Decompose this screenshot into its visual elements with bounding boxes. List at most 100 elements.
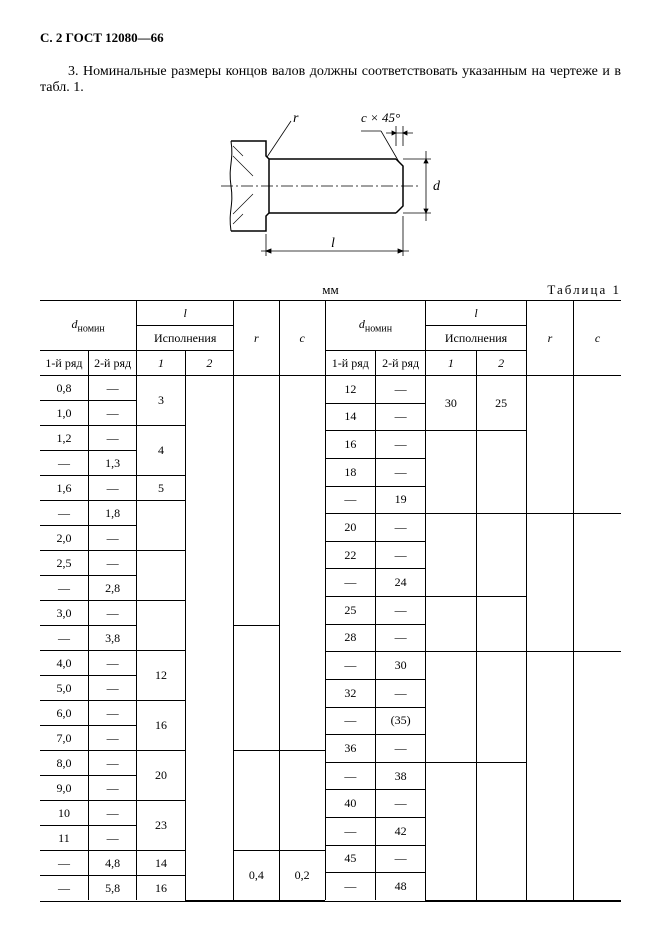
cell: [234, 751, 280, 851]
cell: [526, 376, 573, 514]
label-l: l: [331, 236, 335, 251]
cell: —: [88, 826, 136, 851]
cell: 22: [325, 541, 375, 569]
table-row: —4,8140,40,2: [40, 851, 325, 876]
cell: 10: [40, 801, 88, 826]
table-right: dномин l r c Исполнения 1-й ряд2-й ряд 1…: [325, 301, 621, 901]
cell: [574, 514, 621, 652]
cell: [137, 501, 185, 551]
cell: —: [375, 541, 425, 569]
cell: 38: [375, 762, 425, 790]
cell: 25: [476, 376, 526, 431]
cell: 9,0: [40, 776, 88, 801]
cell: —: [375, 403, 425, 431]
cell: [426, 762, 476, 900]
cell: 12: [137, 651, 185, 701]
cell: [574, 376, 621, 514]
cell: 1,3: [88, 451, 136, 476]
shaft-end-diagram: r c × 45° d l: [191, 106, 471, 276]
cell: —: [88, 401, 136, 426]
cell: —: [88, 701, 136, 726]
cell: 5,0: [40, 676, 88, 701]
label-d: d: [433, 179, 441, 194]
table-left: dномин l r c Исполнения 1-й ряд2-й ряд 1…: [40, 301, 325, 901]
cell: (35): [375, 707, 425, 735]
cell: 7,0: [40, 726, 88, 751]
cell: —: [325, 569, 375, 597]
cell: —: [40, 851, 88, 876]
table-row: 12—3025: [325, 376, 621, 404]
cell: 0,2: [279, 851, 325, 901]
table-label: Таблица 1: [547, 282, 621, 298]
cell: —: [88, 551, 136, 576]
cell: [426, 514, 476, 597]
cell: 25: [325, 597, 375, 625]
cell: [574, 652, 621, 900]
cell: 0,8: [40, 376, 88, 401]
cell: —: [88, 801, 136, 826]
cell: —: [88, 376, 136, 401]
cell: 23: [137, 801, 185, 851]
cell: —: [88, 601, 136, 626]
table-row: 20—: [325, 514, 621, 542]
cell: 6,0: [40, 701, 88, 726]
cell: —: [375, 735, 425, 763]
table-row: 8,0—20: [40, 751, 325, 776]
cell: —: [40, 626, 88, 651]
cell: 5,8: [88, 876, 136, 901]
cell: [476, 762, 526, 900]
cell: 3,0: [40, 601, 88, 626]
cell: 4: [137, 426, 185, 476]
cell: 8,0: [40, 751, 88, 776]
cell: —: [375, 679, 425, 707]
table-1: dномин l r c Исполнения 1-й ряд2-й ряд 1…: [40, 300, 621, 902]
cell: 2,5: [40, 551, 88, 576]
cell: 45: [325, 845, 375, 873]
cell: —: [325, 652, 375, 680]
cell: [234, 376, 280, 626]
cell: 1,6: [40, 476, 88, 501]
cell: 4,8: [88, 851, 136, 876]
unit-label: мм: [322, 282, 338, 298]
cell: 48: [375, 873, 425, 900]
cell: 5: [137, 476, 185, 501]
cell: 32: [325, 679, 375, 707]
cell: —: [325, 873, 375, 900]
cell: 16: [325, 431, 375, 459]
cell: —: [375, 845, 425, 873]
cell: 14: [137, 851, 185, 876]
cell: [476, 514, 526, 597]
cell: 3: [137, 376, 185, 426]
cell: —: [40, 451, 88, 476]
cell: 16: [137, 876, 185, 901]
cell: —: [40, 876, 88, 901]
cell: —: [325, 707, 375, 735]
cell: —: [375, 458, 425, 486]
paragraph-3: 3. Номинальные размеры концов валов долж…: [40, 64, 621, 96]
table-row: 0,8—3: [40, 376, 325, 401]
cell: 0,4: [234, 851, 280, 901]
cell: —: [40, 576, 88, 601]
cell: —: [40, 501, 88, 526]
cell: 18: [325, 458, 375, 486]
cell: —: [88, 426, 136, 451]
cell: 28: [325, 624, 375, 652]
cell: —: [88, 751, 136, 776]
page-header: С. 2 ГОСТ 12080—66: [40, 30, 621, 46]
cell: [279, 376, 325, 751]
cell: [476, 597, 526, 652]
cell: [137, 551, 185, 601]
cell: [476, 652, 526, 763]
cell: [426, 431, 476, 514]
cell: 2,0: [40, 526, 88, 551]
cell: —: [325, 486, 375, 514]
table-row: —30: [325, 652, 621, 680]
label-chamfer: c × 45°: [361, 110, 400, 125]
cell: 1,0: [40, 401, 88, 426]
cell: 12: [325, 376, 375, 404]
cell: 20: [325, 514, 375, 542]
cell: —: [88, 726, 136, 751]
cell: 3,8: [88, 626, 136, 651]
cell: 40: [325, 790, 375, 818]
cell: 1,8: [88, 501, 136, 526]
